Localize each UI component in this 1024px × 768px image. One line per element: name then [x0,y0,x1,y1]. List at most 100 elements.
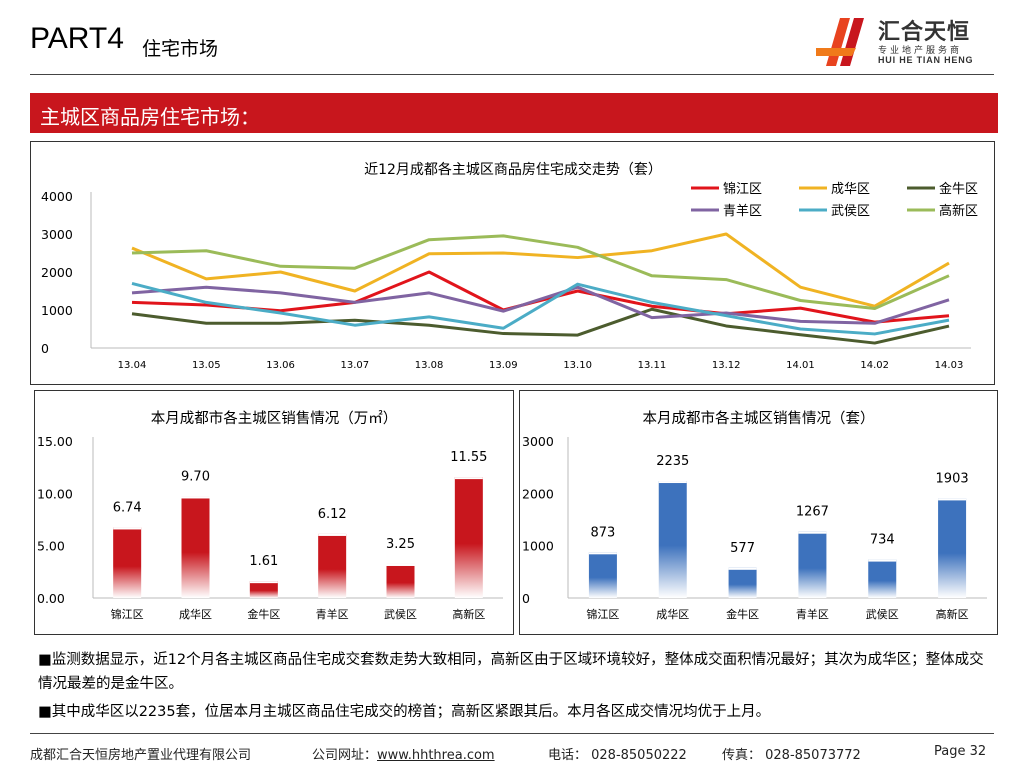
line-series-1 [131,270,950,324]
line-chart-x-tick: 13.12 [712,360,741,371]
bar-value-label: 873 [591,525,616,540]
bar-category-label: 金牛区 [726,607,759,621]
logo-tagline: 专业地产服务商 [878,46,963,56]
legend-label: 高新区 [939,203,978,219]
bar-chart-y-tick: 1000 [522,539,554,554]
bar-highlight [938,498,967,501]
footer-divider [30,733,994,734]
bar [728,567,757,598]
section-banner: 主城区商品房住宅市场： [30,93,998,133]
line-chart-x-tick: 14.02 [860,360,889,371]
bar-chart-y-tick: 3000 [522,434,554,449]
bar-highlight [588,552,617,555]
bar-category-label: 高新区 [936,607,969,621]
line-chart-x-tick: 13.08 [415,360,444,371]
bar-chart-y-tick: 2000 [522,486,554,501]
line-series-2 [131,232,950,308]
legend-label: 武侯区 [831,204,870,219]
bar-category-label: 锦江区 [111,607,144,621]
bar [938,498,967,598]
line-chart-x-tick: 13.09 [489,360,518,371]
footer-phone: 电话： 028-85050222 [548,748,687,763]
logo-chinese-name: 汇合天恒 [878,20,971,45]
bar [318,533,347,598]
bar-highlight [249,581,278,584]
legend-label: 成华区 [831,182,870,197]
part-subtitle: 住宅市场 [142,38,219,60]
bar-value-label: 734 [870,533,895,548]
bar-highlight [113,527,142,530]
bar [113,527,142,598]
bar [798,531,827,598]
bar [181,496,210,598]
analysis-paragraph-2: ■其中成华区以2235套，位居本月主城区商品住宅成交的榜首；高新区紧跟其后。本月… [38,704,771,720]
header-divider [30,74,994,75]
bar-category-label: 成华区 [179,607,212,621]
bar-category-label: 青羊区 [316,607,349,621]
footer-fax: 传真： 028-85073772 [722,748,861,763]
bar-value-label: 11.55 [450,450,487,465]
bar [386,563,415,598]
bar-category-label: 青羊区 [796,607,829,621]
area-bar-chart-panel: 本月成都市各主城区销售情况（万㎡） 0.00 5.00 10.00 15.00 6.74 锦… [34,390,514,635]
bar [658,481,687,598]
line-chart-x-tick: 14.01 [786,360,815,371]
line-chart-x-tick: 13.10 [563,360,592,371]
bar-chart-title: 本月成都市各主城区销售情况（套） [643,410,875,427]
bar-category-label: 高新区 [452,607,485,621]
company-logo: 汇合天恒 专业地产服务商 HUI HE TIAN HENG [816,14,994,70]
footer-company: 成都汇合天恒房地产置业代理有限公司 [30,748,252,763]
bar-chart-y-tick: 10.00 [37,486,73,501]
bar-highlight [798,531,827,534]
line-chart-y-tick: 3000 [41,227,73,242]
line-series-4 [131,285,950,325]
footer-page-number: Page 32 [934,744,987,759]
bar-value-label: 3.25 [386,537,415,552]
line-chart: 近12月成都各主城区商品房住宅成交走势（套） 0 1000 2000 3000 4000 1… [41,161,978,371]
bar-category-label: 锦江区 [586,607,619,621]
legend-label: 锦江区 [723,182,762,197]
bar-chart-y-tick: 15.00 [37,434,73,449]
bar [454,477,483,598]
bar-value-label: 2235 [656,454,689,469]
bar-chart-y-tick: 0.00 [37,591,65,606]
line-series-6 [131,234,950,310]
bar-highlight [658,481,687,484]
area-bar-chart: 本月成都市各主城区销售情况（万㎡） 0.00 5.00 10.00 15.00 6.74 锦… [37,410,503,621]
bar-highlight [386,563,415,566]
line-chart-title: 近12月成都各主城区商品房住宅成交走势（套） [364,161,662,178]
line-series-3 [131,307,950,345]
logo-english-name: HUI HE TIAN HENG [878,55,974,65]
bar-highlight [181,496,210,499]
bar-value-label: 9.70 [181,469,210,484]
logo-mark-icon [816,18,864,66]
bar-value-label: 577 [730,541,755,556]
section-title: 主城区商品房住宅市场： [40,105,260,129]
line-chart-x-tick: 13.06 [266,360,295,371]
footer-website-label: 公司网址： [312,748,378,763]
bar-value-label: 6.12 [318,507,347,522]
line-chart-y-tick: 4000 [41,189,73,204]
line-chart-y-tick: 2000 [41,265,73,280]
bar-highlight [728,567,757,570]
line-series-5 [131,281,950,336]
line-chart-x-tick: 13.07 [340,360,369,371]
bar-highlight [318,533,347,536]
bar [868,559,897,598]
bar-category-label: 金牛区 [247,607,280,621]
bar-value-label: 1.61 [249,554,278,569]
legend-label: 青羊区 [723,203,762,219]
bar-value-label: 1267 [796,505,829,520]
line-chart-x-tick: 13.11 [638,360,667,371]
line-chart-y-tick: 0 [41,341,49,356]
bar [249,581,278,598]
footer-website-link[interactable]: www.hhthrea.com [377,748,495,763]
bar-highlight [454,477,483,480]
line-chart-panel: 近12月成都各主城区商品房住宅成交走势（套） 0 1000 2000 3000 4000 1… [30,141,995,385]
bar-chart-y-tick: 5.00 [37,539,65,554]
part-number: PART4 [30,22,124,55]
line-chart-x-tick: 13.05 [192,360,221,371]
line-chart-x-tick: 13.04 [118,360,147,371]
line-chart-y-tick: 1000 [41,303,73,318]
bar-category-label: 武侯区 [866,607,899,621]
